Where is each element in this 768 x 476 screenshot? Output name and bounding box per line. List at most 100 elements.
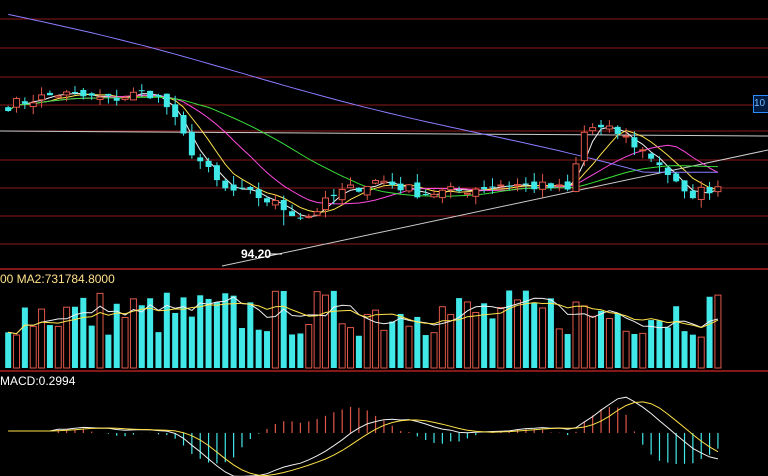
candle-body (105, 93, 112, 96)
candle-body (447, 186, 455, 191)
volume-bar (639, 332, 647, 369)
candle-body (497, 184, 505, 187)
candle-body (656, 162, 663, 166)
volume-bar (54, 325, 62, 369)
volume-bar (113, 303, 120, 368)
volume-bar (605, 317, 613, 369)
volume-bar (80, 297, 87, 368)
volume-bar (289, 334, 296, 368)
volume-bar (21, 307, 28, 368)
candle-body (138, 90, 145, 92)
volume-indicator-label: 00 MA2:731784.8000 (0, 272, 115, 286)
volume-bar (88, 325, 95, 368)
candle-body (564, 181, 571, 190)
volume-bar (589, 315, 597, 369)
candle-body (422, 194, 429, 196)
volume-bar (355, 335, 362, 368)
volume-bar (389, 321, 396, 368)
volume-bar (463, 301, 471, 369)
volume-bar (447, 314, 455, 369)
volume-bar (238, 327, 245, 368)
candle-body (96, 96, 104, 100)
volume-bar (264, 331, 271, 368)
candle-body (481, 186, 488, 190)
volume-ma-line (8, 296, 719, 335)
candle-body (522, 183, 529, 185)
volume-bar (305, 324, 313, 369)
volume-bar (313, 291, 321, 369)
volume-bar (514, 299, 522, 369)
candle-body (338, 188, 346, 201)
candle-body (589, 127, 597, 132)
volume-bar (155, 332, 162, 368)
candle-body (372, 180, 380, 184)
volume-bar (172, 312, 179, 368)
candle-body (514, 184, 522, 187)
candle-body (264, 198, 271, 203)
candle-body (5, 107, 12, 112)
candle-body (188, 131, 195, 156)
volume-bar (489, 318, 496, 368)
volume-bar (472, 311, 480, 369)
volume-bar (255, 329, 262, 368)
volume-bar (622, 330, 630, 369)
volume-ma-lines (8, 296, 719, 335)
candle-body (539, 181, 547, 190)
candle-body (463, 192, 471, 195)
volume-bar (539, 307, 547, 369)
macd-dea-line (8, 401, 719, 476)
candle-body (230, 184, 237, 191)
candle-body (614, 126, 621, 134)
grid-lines (0, 18, 768, 372)
moving-average-lines (7, 13, 719, 218)
candle-body (681, 180, 688, 192)
volume-bar (71, 306, 78, 368)
ma-line (7, 94, 719, 205)
candle-body (21, 101, 28, 104)
volume-bar (564, 334, 571, 368)
candle-body (213, 165, 220, 181)
volume-bar (648, 320, 655, 368)
candle-body (414, 182, 421, 198)
candle-body (389, 181, 396, 185)
volume-bar (481, 303, 488, 368)
volume-bar (598, 310, 605, 368)
candle-body (180, 115, 187, 134)
candle-body (289, 211, 296, 217)
candle-body (222, 180, 229, 189)
candle-body (71, 92, 78, 94)
candle-body (113, 98, 120, 101)
volume-bar (29, 325, 37, 369)
candle-body (622, 135, 630, 138)
candle-body (697, 186, 705, 200)
volume-bar (330, 290, 337, 368)
candle-body (706, 186, 713, 194)
volume-bar (38, 308, 46, 369)
volume-bar (547, 298, 554, 368)
volume-bar (664, 327, 671, 368)
candle-body (197, 157, 204, 162)
candle-body (163, 93, 170, 108)
candle-body (506, 185, 513, 187)
volume-bar (63, 306, 71, 369)
candle-body (271, 199, 279, 206)
volume-bar (673, 306, 680, 368)
volume-bar (363, 313, 371, 369)
candle-body (88, 93, 95, 96)
price-axis-tag: 10 (753, 95, 768, 113)
volume-bar (180, 297, 187, 368)
candle-body (456, 189, 463, 191)
trend-lines (0, 130, 768, 267)
volume-bar (222, 293, 229, 368)
volume-bar (697, 336, 705, 369)
candle-body (580, 131, 588, 162)
candle-body (255, 189, 262, 199)
candle-body (438, 189, 446, 199)
support-line (221, 149, 768, 267)
volume-bar (105, 334, 112, 368)
volume-bar (247, 302, 254, 368)
candle-body (363, 186, 371, 196)
candle-body (639, 149, 647, 152)
candle-body (297, 217, 304, 219)
